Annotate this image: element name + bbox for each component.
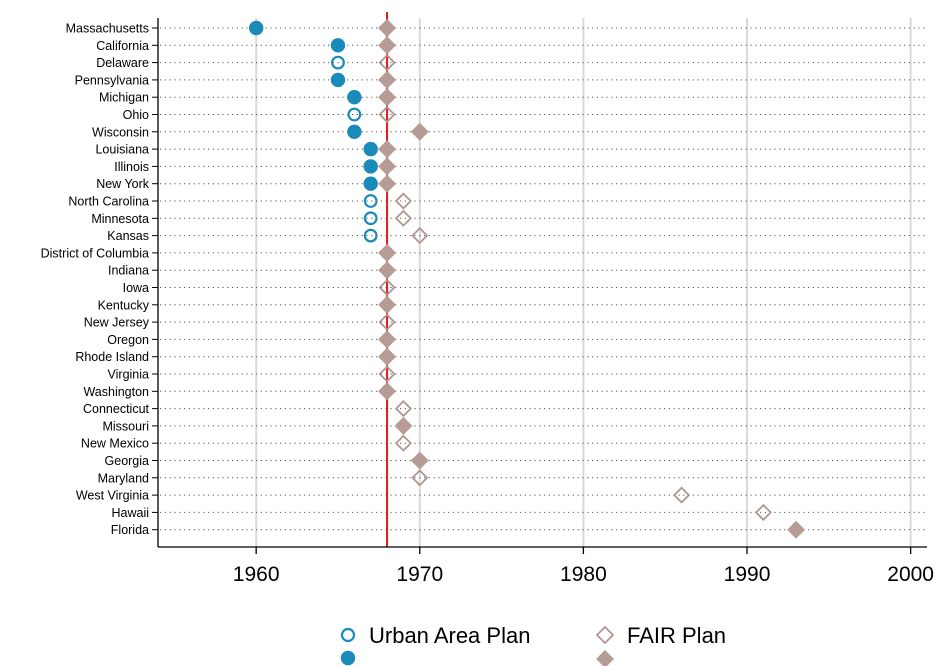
fair-marker-delaware xyxy=(378,54,396,72)
urban-marker-ohio xyxy=(347,107,362,122)
row-dotted-lines xyxy=(160,27,927,531)
urban-marker-wisconsin xyxy=(347,124,362,139)
y-tick-label: Illinois xyxy=(114,160,149,174)
fair-marker-indiana xyxy=(378,261,397,280)
legend-fair-hollow-marker xyxy=(595,625,615,645)
urban-marker-north-carolina xyxy=(363,194,378,208)
fair-marker-maryland xyxy=(411,469,429,487)
legend-label-urban-area-plan: Urban Area Plan xyxy=(369,623,530,648)
fair-marker-louisiana xyxy=(378,140,397,159)
y-tick-label: Maryland xyxy=(98,471,149,485)
fair-marker-california xyxy=(378,36,397,55)
legend-urban-hollow-marker xyxy=(340,627,356,643)
y-tick-label: Massachusetts xyxy=(66,22,149,36)
fair-marker-kansas xyxy=(411,227,429,245)
fair-marker-illinois xyxy=(378,157,397,176)
fair-marker-oregon xyxy=(378,330,397,349)
urban-area-plan-markers xyxy=(248,20,378,243)
fair-marker-wisconsin xyxy=(410,122,429,141)
y-tick-label: California xyxy=(96,39,149,53)
fair-marker-rhode-island xyxy=(378,347,397,366)
y-tick-label: New York xyxy=(96,177,150,191)
fair-marker-kentucky xyxy=(378,295,397,314)
urban-marker-michigan xyxy=(347,90,362,105)
fair-marker-virginia xyxy=(378,365,396,383)
y-tick-label: Oregon xyxy=(107,333,149,347)
x-tick-label-1980: 1980 xyxy=(560,563,607,586)
urban-marker-pennsylvania xyxy=(330,72,346,88)
urban-marker-kansas xyxy=(363,228,378,243)
urban-marker-massachusetts xyxy=(248,20,264,36)
y-tick-label: Delaware xyxy=(96,56,149,70)
y-tick-label: New Mexico xyxy=(81,437,149,451)
legend-urban-filled-marker xyxy=(340,650,356,666)
y-tick-label: Missouri xyxy=(102,419,149,433)
x-tick-label-1990: 1990 xyxy=(724,563,771,586)
y-tick-label: Minnesota xyxy=(91,212,149,226)
fair-marker-michigan xyxy=(378,88,397,107)
y-tick-label: District of Columbia xyxy=(41,246,149,260)
y-tick-label: New Jersey xyxy=(84,316,150,330)
x-tick-labels: 1960 1970 1980 1990 2000 xyxy=(233,563,934,586)
y-tick-label: Wisconsin xyxy=(92,125,149,139)
fair-marker-hawaii xyxy=(754,503,772,521)
fair-marker-north-carolina xyxy=(394,192,412,210)
legend-fair-filled-marker xyxy=(596,650,614,666)
urban-marker-illinois xyxy=(363,159,378,174)
y-tick-label: Hawaii xyxy=(111,506,149,520)
fair-marker-connecticut xyxy=(394,400,412,418)
fair-marker-iowa xyxy=(378,278,396,297)
fair-marker-ohio xyxy=(378,105,396,124)
fair-marker-georgia xyxy=(410,451,429,470)
y-tick-labels: Massachusetts California Delaware Pennsylva… xyxy=(41,22,150,538)
axes xyxy=(152,18,927,554)
y-tick-label: Ohio xyxy=(123,108,149,122)
fair-marker-missouri xyxy=(394,416,413,435)
fair-marker-florida xyxy=(787,520,806,539)
fair-marker-new-york xyxy=(378,174,397,193)
y-tick-label: North Carolina xyxy=(68,195,149,209)
y-tick-label: Kansas xyxy=(107,229,149,243)
y-tick-label: Virginia xyxy=(108,368,150,382)
x-tick-label-1970: 1970 xyxy=(396,563,443,586)
fair-marker-west-virginia xyxy=(673,486,691,504)
y-tick-label: Indiana xyxy=(108,264,149,278)
fair-marker-massachusetts xyxy=(378,19,397,37)
urban-marker-delaware xyxy=(331,55,345,70)
fair-marker-pennsylvania xyxy=(378,70,397,89)
legend-label-fair-plan: FAIR Plan xyxy=(627,623,726,648)
fair-marker-new-jersey xyxy=(378,313,396,331)
fair-marker-new-mexico xyxy=(394,434,412,452)
y-tick-label: Pennsylvania xyxy=(75,73,149,87)
y-tick-label: Florida xyxy=(111,523,149,537)
y-tick-label: Iowa xyxy=(123,281,149,295)
fair-plan-markers xyxy=(378,19,806,539)
legend: Urban Area Plan FAIR Plan xyxy=(340,623,726,666)
fair-marker-minnesota xyxy=(394,209,412,227)
y-tick-label: Georgia xyxy=(105,454,150,468)
y-tick-label: Kentucky xyxy=(98,298,150,312)
urban-marker-new-york xyxy=(363,176,378,191)
fair-marker-district-of-columbia xyxy=(378,243,397,262)
urban-marker-california xyxy=(330,38,346,53)
y-tick-label: Washington xyxy=(83,385,149,399)
y-tick-label: Connecticut xyxy=(83,402,150,416)
y-tick-label: West Virginia xyxy=(76,489,149,503)
fair-marker-washington xyxy=(378,382,397,401)
y-tick-label: Michigan xyxy=(99,91,149,105)
urban-marker-minnesota xyxy=(363,211,378,226)
x-tick-label-1960: 1960 xyxy=(233,563,280,586)
urban-marker-louisiana xyxy=(363,141,378,157)
x-tick-label-2000: 2000 xyxy=(887,563,934,586)
y-tick-label: Louisiana xyxy=(95,143,149,157)
y-tick-label: Rhode Island xyxy=(75,350,149,364)
